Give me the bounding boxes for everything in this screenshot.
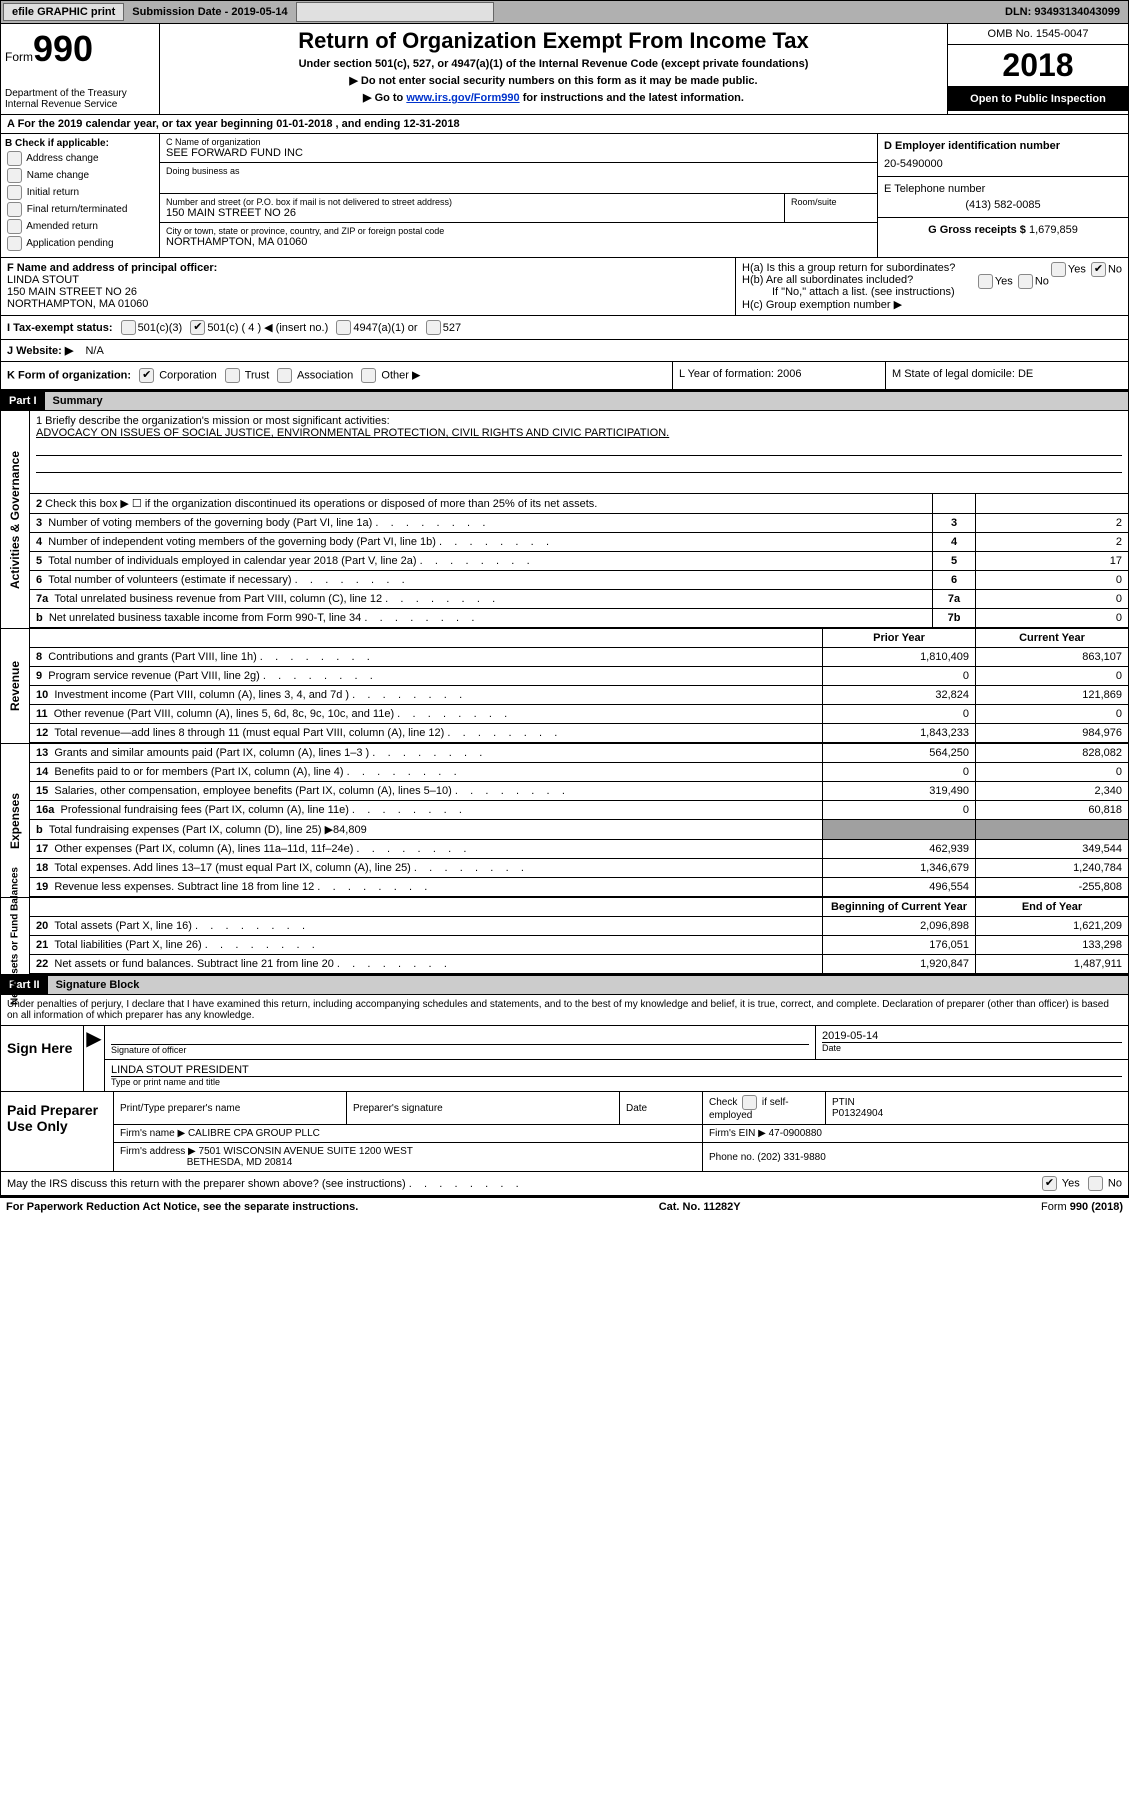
trust-checkbox[interactable] (225, 368, 240, 383)
part-i-title: Summary (53, 395, 103, 407)
open-public-badge: Open to Public Inspection (948, 87, 1128, 111)
governance-table: 2 Check this box ▶ ☐ if the organization… (30, 494, 1128, 628)
year-formation: L Year of formation: 2006 (673, 362, 886, 389)
subtitle-1: Under section 501(c), 527, or 4947(a)(1)… (164, 58, 943, 70)
mission-text: ADVOCACY ON ISSUES OF SOCIAL JUSTICE, EN… (36, 427, 1122, 439)
subtitle-2: Do not enter social security numbers on … (164, 74, 943, 87)
other-checkbox[interactable] (361, 368, 376, 383)
telephone-value: (413) 582-0085 (884, 199, 1122, 211)
paid-preparer-label: Paid Preparer Use Only (1, 1092, 114, 1171)
side-label-revenue: Revenue (8, 661, 22, 711)
form-number: 990 (33, 28, 93, 69)
section-a-tax-year: A For the 2019 calendar year, or tax yea… (0, 115, 1129, 134)
signature-date: 2019-05-14 (822, 1030, 1122, 1042)
ein-value: 20-5490000 (884, 158, 1122, 170)
block-k-l-m: K Form of organization: ✔ Corporation Tr… (0, 362, 1129, 390)
perjury-statement: Under penalties of perjury, I declare th… (0, 995, 1129, 1026)
revenue-table: Prior YearCurrent Year8 Contributions an… (30, 629, 1128, 743)
discuss-yes-checkbox[interactable]: ✔ (1042, 1176, 1057, 1191)
paid-preparer-block: Paid Preparer Use Only Print/Type prepar… (0, 1092, 1129, 1172)
summary-governance: Activities & Governance 1 Briefly descri… (0, 411, 1129, 629)
dln-label: DLN: 93493134043099 (1005, 6, 1128, 18)
efile-print-button[interactable]: efile GRAPHIC print (3, 3, 124, 21)
form-header: Form990 Department of the Treasury Inter… (0, 24, 1129, 115)
side-label-net-assets: Net Assets or Fund Balances (10, 867, 21, 1005)
tax-year: 2018 (948, 45, 1128, 87)
block-f-h: F Name and address of principal officer:… (0, 258, 1129, 316)
footer-note: For Paperwork Reduction Act Notice, see … (0, 1196, 1129, 1216)
corp-checkbox[interactable]: ✔ (139, 368, 154, 383)
omb-number: OMB No. 1545-0047 (948, 24, 1128, 45)
side-label-expenses: Expenses (8, 792, 22, 848)
col-b-checkboxes: B Check if applicable: Address change Na… (1, 134, 160, 257)
4947-checkbox[interactable] (336, 320, 351, 335)
row-i-tax-exempt: I Tax-exempt status: 501(c)(3) ✔ 501(c) … (0, 316, 1129, 340)
final-return-checkbox[interactable] (7, 202, 22, 217)
firm-name: CALIBRE CPA GROUP PLLC (188, 1128, 320, 1139)
address-change-checkbox[interactable] (7, 151, 22, 166)
irs-label: Internal Revenue Service (5, 99, 155, 110)
top-bar: efile GRAPHIC print Submission Date - 20… (0, 0, 1129, 24)
ha-no-checkbox[interactable]: ✔ (1091, 262, 1106, 277)
org-city: NORTHAMPTON, MA 01060 (166, 236, 871, 248)
ha-yes-checkbox[interactable] (1051, 262, 1066, 277)
firm-address: 7501 WISCONSIN AVENUE SUITE 1200 WEST (199, 1146, 413, 1157)
net-assets-table: Beginning of Current YearEnd of Year20 T… (30, 898, 1128, 974)
subtitle-3: Go to www.irs.gov/Form990 for instructio… (164, 91, 943, 104)
assoc-checkbox[interactable] (277, 368, 292, 383)
expenses-table: 13 Grants and similar amounts paid (Part… (30, 744, 1128, 897)
sign-here-label: Sign Here (1, 1026, 84, 1091)
application-pending-checkbox[interactable] (7, 236, 22, 251)
form-title: Return of Organization Exempt From Incom… (164, 28, 943, 54)
state-domicile: M State of legal domicile: DE (886, 362, 1128, 389)
org-name: SEE FORWARD FUND INC (166, 147, 871, 159)
officer-name: LINDA STOUT (7, 274, 729, 286)
website-value: N/A (85, 345, 103, 357)
gross-receipts: 1,679,859 (1029, 224, 1078, 236)
col-c-org-info: C Name of organization SEE FORWARD FUND … (160, 134, 878, 257)
501c3-checkbox[interactable] (121, 320, 136, 335)
instructions-link[interactable]: www.irs.gov/Form990 (406, 92, 519, 104)
527-checkbox[interactable] (426, 320, 441, 335)
side-label-governance: Activities & Governance (8, 450, 22, 588)
part-ii-header: Part II (1, 976, 48, 994)
part-i-header: Part I (1, 392, 45, 410)
discuss-no-checkbox[interactable] (1088, 1176, 1103, 1191)
ptin-value: P01324904 (832, 1108, 1122, 1119)
amended-return-checkbox[interactable] (7, 219, 22, 234)
summary-expenses: Expenses 13 Grants and similar amounts p… (0, 744, 1129, 898)
501c-checkbox[interactable]: ✔ (190, 320, 205, 335)
initial-return-checkbox[interactable] (7, 185, 22, 200)
block-b-c-d-e: B Check if applicable: Address change Na… (0, 134, 1129, 258)
hb-no-checkbox[interactable] (1018, 274, 1033, 289)
firm-phone: (202) 331-9880 (757, 1152, 825, 1163)
org-address: 150 MAIN STREET NO 26 (166, 207, 778, 219)
form-label: Form (5, 50, 33, 64)
hb-yes-checkbox[interactable] (978, 274, 993, 289)
officer-name-title: LINDA STOUT PRESIDENT (111, 1064, 1122, 1076)
summary-revenue: Revenue Prior YearCurrent Year8 Contribu… (0, 629, 1129, 744)
discuss-row: May the IRS discuss this return with the… (0, 1172, 1129, 1196)
firm-ein: 47-0900880 (769, 1128, 822, 1139)
sign-here-block: Sign Here ▶ Signature of officer 2019-05… (0, 1026, 1129, 1092)
sign-arrow-icon: ▶ (84, 1026, 105, 1091)
dept-label: Department of the Treasury (5, 88, 155, 99)
part-ii-title: Signature Block (56, 979, 140, 991)
col-d-e: D Employer identification number 20-5490… (878, 134, 1128, 257)
blank-button (296, 2, 494, 22)
summary-net-assets: Net Assets or Fund Balances Beginning of… (0, 898, 1129, 975)
submission-date-label: Submission Date - 2019-05-14 (126, 6, 293, 18)
self-employed-checkbox[interactable] (742, 1095, 757, 1110)
name-change-checkbox[interactable] (7, 168, 22, 183)
row-j-website: J Website: ▶ N/A (0, 340, 1129, 362)
